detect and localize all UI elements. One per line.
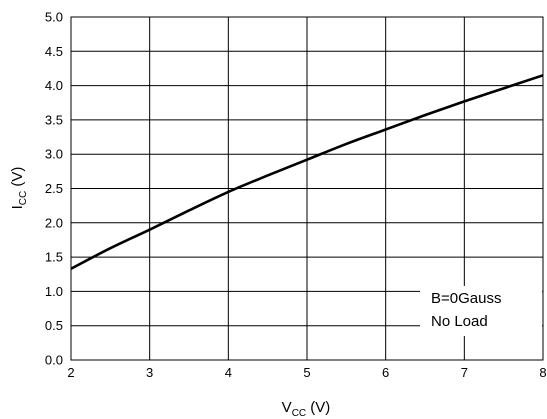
x-tick-label: 2 <box>67 365 74 380</box>
x-tick-label: 3 <box>146 365 153 380</box>
annotation: B=0Gauss No Load <box>420 286 542 336</box>
x-axis-title: VCC (V) <box>282 399 331 419</box>
y-tick-label: 4.0 <box>45 78 63 93</box>
y-tick-label: 2.5 <box>45 181 63 196</box>
y-tick-label: 4.5 <box>45 44 63 59</box>
y-tick-label: 2.0 <box>45 215 63 230</box>
tick-labels: 2 3 4 5 6 7 8 0.0 0.5 1.0 1.5 2.0 2.5 3.0 3.5 4.0 4.5 5.0 <box>45 10 547 381</box>
x-tick-label: 4 <box>225 365 232 380</box>
x-tick-label: 6 <box>382 365 389 380</box>
y-tick-label: 3.0 <box>45 147 63 162</box>
y-tick-label: 3.5 <box>45 112 63 127</box>
y-tick-label: 0.0 <box>45 353 63 368</box>
annotation-background <box>420 286 542 336</box>
y-axis-title: ICC (V) <box>9 167 29 210</box>
annotation-line-2: No Load <box>431 313 488 330</box>
y-tick-label: 1.0 <box>45 284 63 299</box>
x-tick-label: 8 <box>539 365 546 380</box>
y-tick-label: 0.5 <box>45 318 63 333</box>
annotation-line-1: B=0Gauss <box>431 290 501 307</box>
series-layer <box>70 74 544 270</box>
series-line <box>70 74 544 270</box>
x-tick-label: 5 <box>303 365 310 380</box>
y-tick-label: 5.0 <box>45 10 63 25</box>
plot-frame <box>70 16 544 361</box>
y-tick-label: 1.5 <box>45 250 63 265</box>
x-tick-label: 7 <box>461 365 468 380</box>
